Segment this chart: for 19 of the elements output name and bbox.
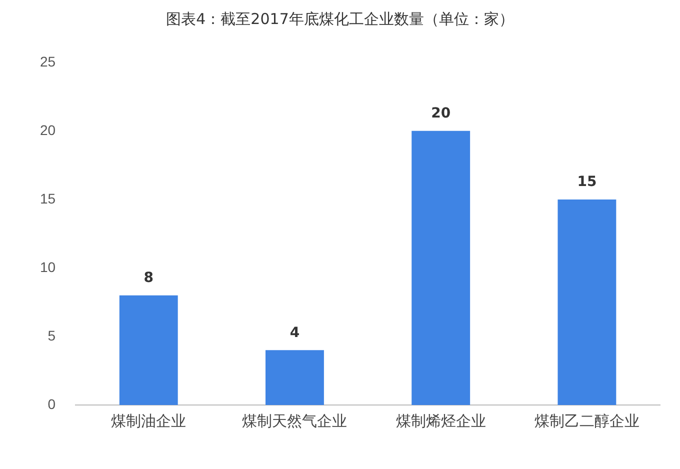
- y-tick-label: 25: [40, 53, 56, 70]
- data-label: 15: [577, 174, 597, 190]
- bar: [266, 350, 324, 405]
- x-tick-label: 煤制乙二醇企业: [534, 413, 640, 430]
- y-tick-label: 15: [40, 190, 56, 206]
- x-tick-label: 煤制油企业: [111, 413, 186, 430]
- y-tick-label: 20: [40, 122, 56, 138]
- x-tick-label: 煤制天然气企业: [242, 413, 348, 430]
- y-tick-label: 0: [48, 396, 56, 412]
- y-tick-label: 10: [40, 258, 56, 275]
- data-label: 4: [290, 324, 300, 341]
- data-label: 8: [144, 270, 154, 286]
- chart-title: 图表4：截至2017年底煤化工企业数量（单位：家）: [165, 10, 515, 30]
- y-tick-label: 5: [48, 327, 56, 344]
- data-label: 20: [431, 106, 451, 122]
- bar: [558, 199, 616, 405]
- bar: [412, 130, 470, 405]
- x-tick-label: 煤制烯烃企业: [396, 413, 486, 430]
- bar: [119, 295, 178, 405]
